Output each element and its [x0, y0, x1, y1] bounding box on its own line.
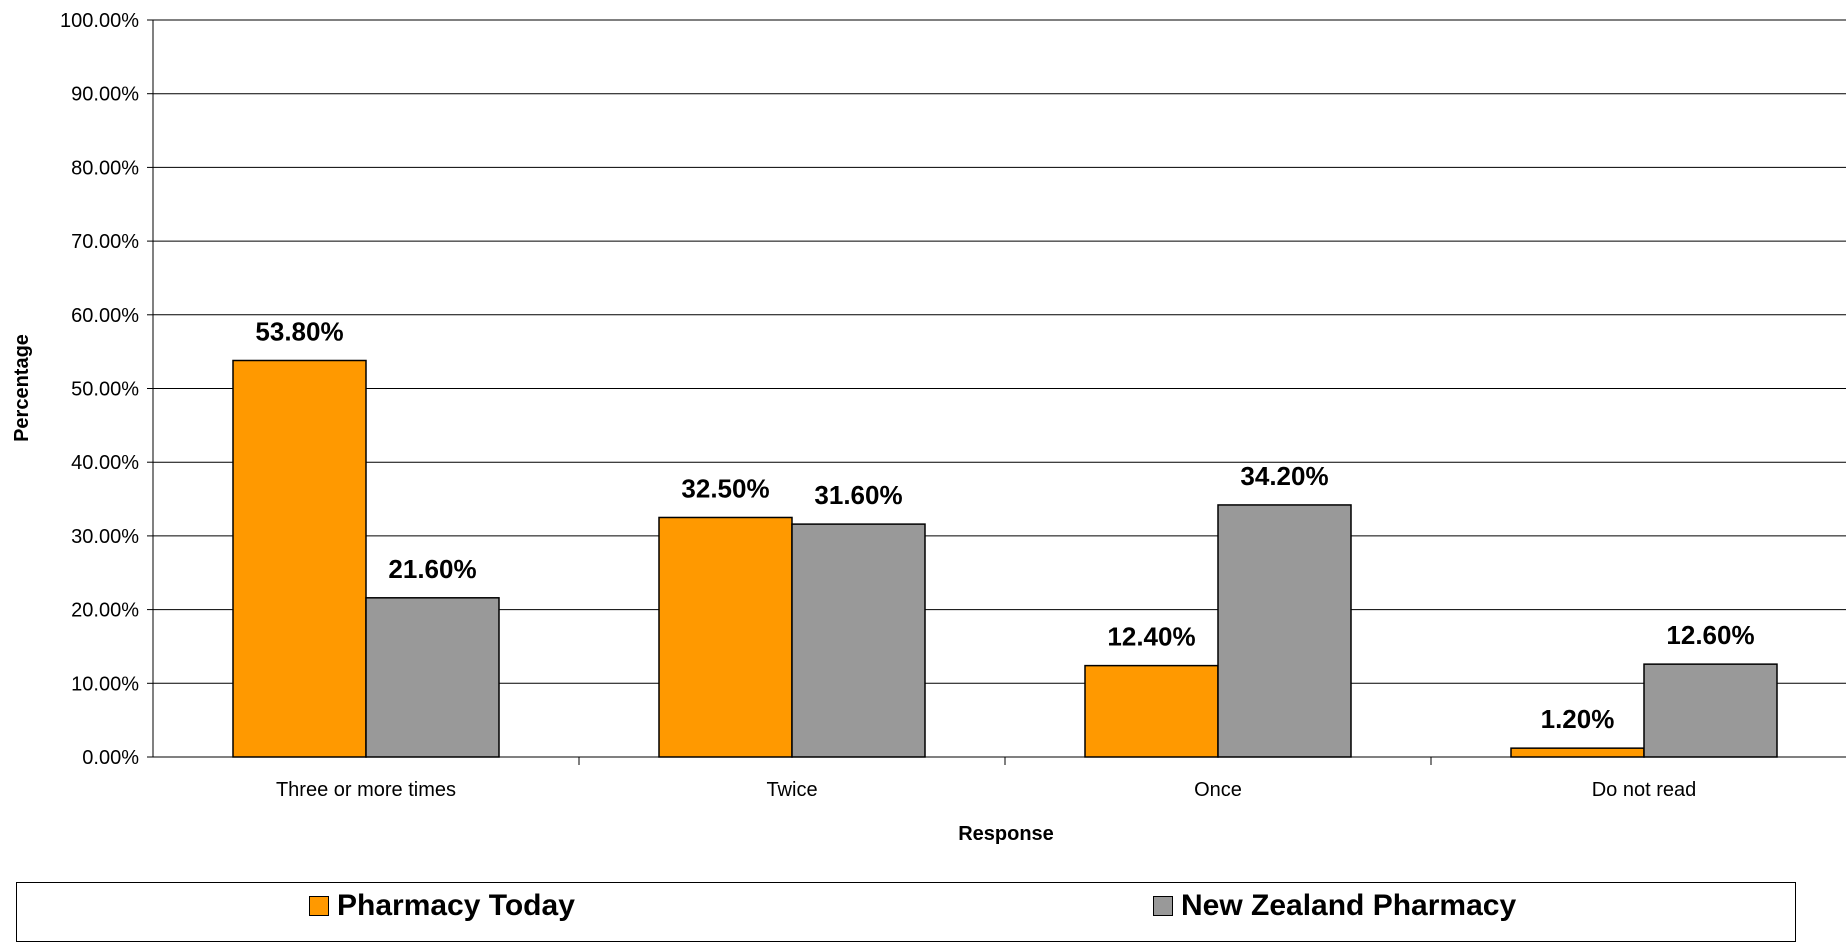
- bar: [1217, 504, 1352, 758]
- legend-item-new-zealand-pharmacy: New Zealand Pharmacy: [1153, 889, 1516, 923]
- bar: [1643, 663, 1778, 758]
- y-tick-label: 10.00%: [71, 673, 139, 695]
- y-tick-label: 70.00%: [71, 231, 139, 253]
- y-tick-label: 0.00%: [82, 747, 139, 769]
- y-tick-label: 60.00%: [71, 305, 139, 327]
- y-tick-label: 30.00%: [71, 526, 139, 548]
- data-label: 21.60%: [388, 554, 476, 584]
- bar: [791, 523, 926, 758]
- data-label: 12.60%: [1666, 620, 1754, 650]
- legend-label-pharmacy-today: Pharmacy Today: [337, 889, 575, 922]
- legend-label-new-zealand-pharmacy: New Zealand Pharmacy: [1181, 889, 1517, 922]
- data-label: 1.20%: [1541, 704, 1615, 734]
- data-label: 32.50%: [681, 473, 769, 503]
- legend-item-pharmacy-today: Pharmacy Today: [309, 889, 575, 923]
- axes: [147, 19, 1846, 765]
- bar: [365, 597, 500, 758]
- data-label: 34.20%: [1240, 461, 1328, 491]
- bar: [1510, 747, 1645, 758]
- legend-swatch-new-zealand-pharmacy: [1153, 896, 1173, 916]
- x-tick-label: Twice: [766, 779, 817, 801]
- x-tick-label: Three or more times: [276, 779, 456, 801]
- y-tick-label: 20.00%: [71, 600, 139, 622]
- y-tick-label: 40.00%: [71, 452, 139, 474]
- x-tick-labels: Three or more times Twice Once Do not read: [276, 779, 1696, 801]
- bar: [232, 359, 367, 758]
- y-tick-label: 50.00%: [71, 379, 139, 401]
- bar: [1084, 664, 1219, 758]
- y-tick-labels: 0.00% 10.00% 20.00% 30.00% 40.00% 50.00% 60.00…: [60, 10, 139, 769]
- y-tick-label: 80.00%: [71, 157, 139, 179]
- x-axis-title: Response: [958, 823, 1054, 845]
- data-labels: 53.80% 21.60% 32.50% 31.60% 12.40% 34.20% 1.20…: [255, 316, 1754, 734]
- y-tick-label: 90.00%: [71, 84, 139, 106]
- y-tick-label: 100.00%: [60, 10, 139, 32]
- x-tick-label: Do not read: [1592, 779, 1697, 801]
- data-label: 12.40%: [1107, 622, 1195, 652]
- x-tick-label: Once: [1194, 779, 1242, 801]
- bar: [658, 516, 793, 758]
- data-label: 31.60%: [814, 480, 902, 510]
- y-axis-title: Percentage: [11, 334, 33, 442]
- data-label: 53.80%: [255, 316, 343, 346]
- legend: Pharmacy Today New Zealand Pharmacy: [16, 882, 1796, 942]
- legend-swatch-pharmacy-today: [309, 896, 329, 916]
- bar-chart: 0.00% 10.00% 20.00% 30.00% 40.00% 50.00% 60.00…: [11, 10, 1846, 845]
